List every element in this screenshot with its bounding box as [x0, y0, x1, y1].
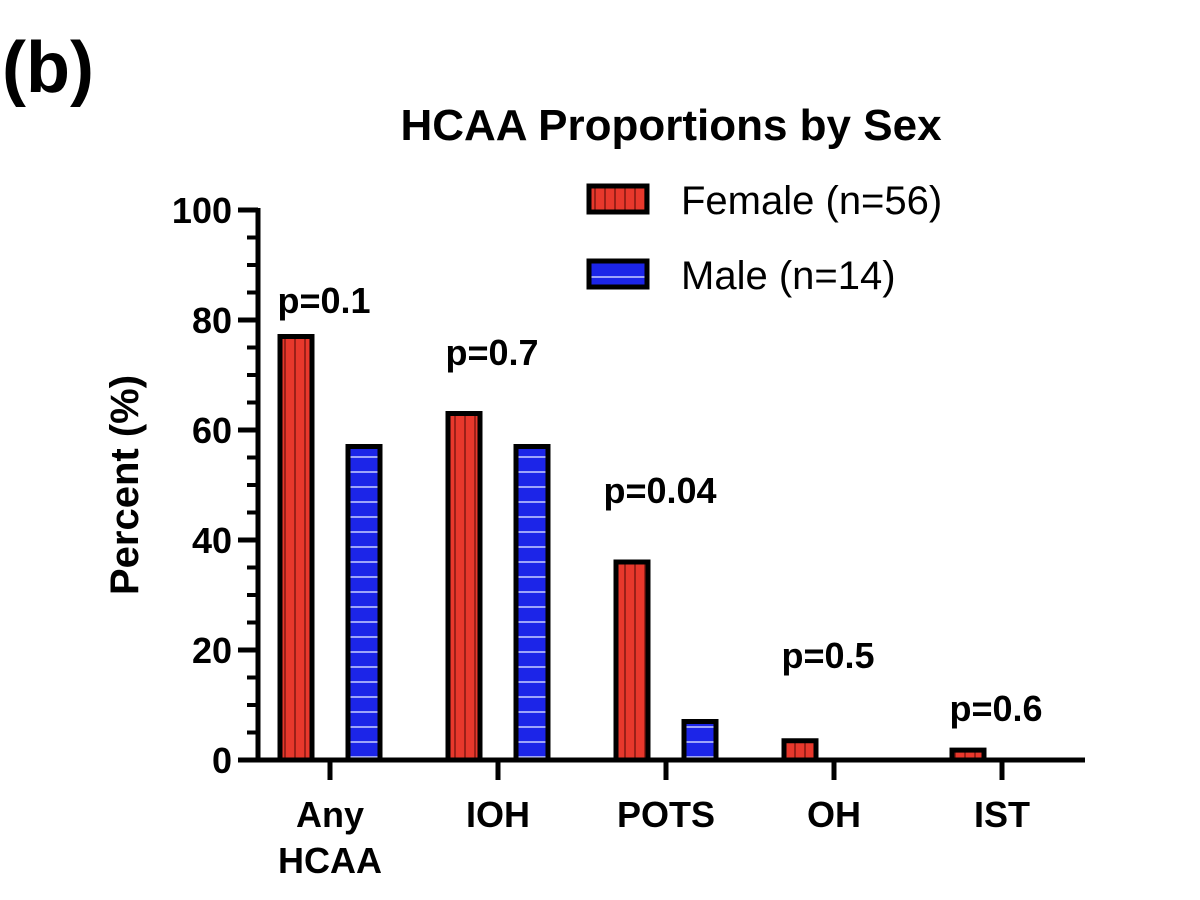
- p-value-annotation: p=0.5: [781, 635, 874, 676]
- bar-male: [345, 444, 383, 763]
- p-value-annotation: p=0.6: [949, 688, 1042, 729]
- y-axis-label: Percent (%): [103, 375, 147, 595]
- bar-female: [613, 559, 651, 763]
- legend-swatch-female: [586, 183, 650, 215]
- y-tick-label: 100: [172, 190, 232, 231]
- legend-label: Female (n=56): [681, 179, 942, 223]
- x-axis: Any HCAA IOH POTS OH IST: [256, 757, 1085, 881]
- bar-female: [445, 411, 483, 763]
- p-value-annotation: p=0.04: [603, 470, 716, 511]
- legend: Female (n=56) Male (n=14): [586, 179, 942, 298]
- x-tick-label: IOH: [466, 794, 530, 835]
- y-axis: 0 20 40 60 80 100: [172, 190, 261, 781]
- y-tick-label: 20: [192, 630, 232, 671]
- legend-swatch-male: [586, 258, 650, 290]
- bar-female: [781, 738, 819, 763]
- bar-male: [513, 444, 551, 763]
- p-value-annotation: p=0.7: [445, 332, 538, 373]
- p-value-annotation: p=0.1: [277, 280, 370, 321]
- panel-label: (b): [2, 28, 94, 108]
- y-tick-label: 40: [192, 520, 232, 561]
- bar-male: [681, 719, 719, 763]
- y-tick-label: 60: [192, 410, 232, 451]
- legend-label: Male (n=14): [681, 254, 896, 298]
- bars-group: [277, 334, 987, 763]
- chart-title: HCAA Proportions by Sex: [400, 101, 942, 150]
- x-tick-label: HCAA: [278, 840, 382, 881]
- bar-female: [277, 334, 315, 763]
- y-tick-label: 0: [212, 740, 232, 781]
- x-tick-label: IST: [974, 794, 1030, 835]
- x-tick-label: Any: [296, 794, 364, 835]
- x-tick-label: OH: [807, 794, 861, 835]
- annotations-group: p=0.1 p=0.7 p=0.04 p=0.5 p=0.6: [277, 280, 1042, 729]
- x-tick-label: POTS: [617, 794, 715, 835]
- y-tick-label: 80: [192, 300, 232, 341]
